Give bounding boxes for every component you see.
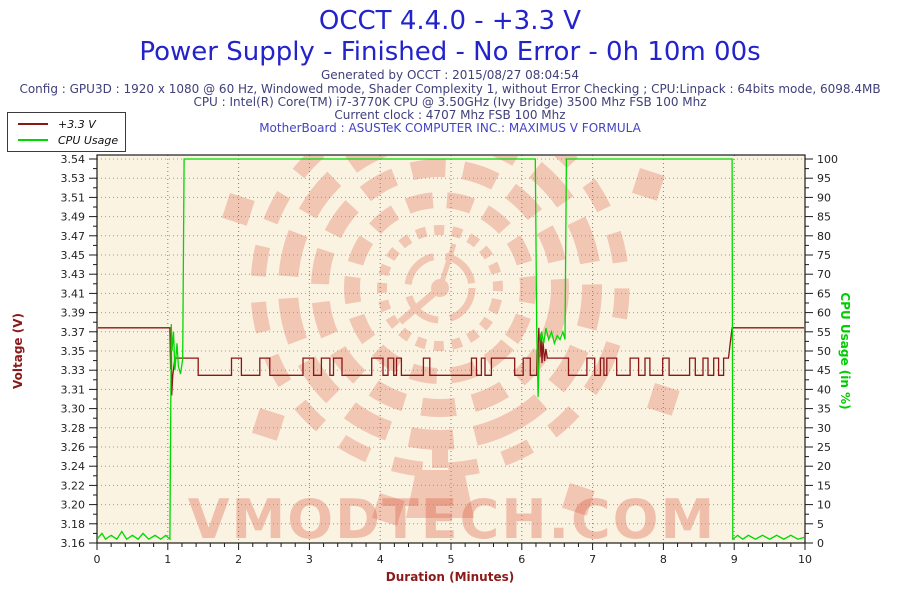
cpu-info-line: CPU : Intel(R) Core(TM) i7-3770K CPU @ 3… (193, 95, 707, 109)
tick-label: 3.22 (61, 479, 86, 492)
tick-label: 3.54 (61, 153, 86, 166)
tick-label: 8 (660, 553, 667, 566)
tick-label: 100 (817, 153, 838, 166)
tick-label: 95 (817, 172, 831, 185)
voltage-series-line (98, 327, 804, 396)
tick-label: 6 (518, 553, 525, 566)
tick-label: 4 (377, 553, 384, 566)
tick-label: 90 (817, 191, 831, 204)
tick-label: 45 (817, 364, 831, 377)
cpu-usage-line-swatch (18, 139, 48, 141)
tick-label: 3.47 (61, 230, 86, 243)
tick-label: 30 (817, 422, 831, 435)
tick-label: 7 (589, 553, 596, 566)
tick-label: 9 (731, 553, 738, 566)
gridlines (97, 155, 805, 543)
axis-ticks: 3.16 3.18 3.20 3.22 3.24 3.26 3.28 3.30 3.31 3.33… (61, 153, 839, 566)
tick-label: 3.45 (61, 249, 86, 262)
tick-label: 3.16 (61, 537, 86, 550)
tick-label: 1 (164, 553, 171, 566)
tick-label: 3.35 (61, 345, 86, 358)
tick-label: 5 (448, 553, 455, 566)
tick-label: 5 (817, 518, 824, 531)
tick-label: 3.37 (61, 326, 86, 339)
tick-label: 15 (817, 479, 831, 492)
tick-label: 3.31 (61, 383, 86, 396)
tick-label: 0 (817, 537, 824, 550)
tick-label: 60 (817, 307, 831, 320)
tick-label: 3.39 (61, 307, 86, 320)
tick-label: 3.24 (61, 460, 86, 473)
tick-label: 3.49 (61, 211, 86, 224)
y-right-axis-title: CPU Usage (in %) (838, 292, 852, 410)
report-subtitle: Power Supply - Finished - No Error - 0h … (139, 37, 761, 67)
cpu-usage-series-line (98, 158, 804, 541)
tick-label: 55 (817, 326, 831, 339)
tick-label: 80 (817, 230, 831, 243)
tick-label: 2 (235, 553, 242, 566)
tick-label: 10 (817, 499, 831, 512)
tick-label: 85 (817, 211, 831, 224)
tick-label: 65 (817, 287, 831, 300)
tick-label: 3.18 (61, 518, 86, 531)
motherboard-line: MotherBoard : ASUSTeK COMPUTER INC.: MAX… (259, 121, 641, 135)
legend-item-voltage: +3.3 V (8, 116, 125, 132)
generated-timestamp: Generated by OCCT : 2015/08/27 08:04:54 (320, 68, 580, 82)
tick-label: 3.53 (61, 172, 86, 185)
watermark-text: VMODTECH.COM (188, 488, 717, 551)
tick-label: 40 (817, 383, 831, 396)
tick-label: 50 (817, 345, 831, 358)
tick-label: 20 (817, 460, 831, 473)
test-config-line: Config : GPU3D : 1920 x 1080 @ 60 Hz, Wi… (19, 82, 881, 96)
tick-label: 25 (817, 441, 831, 454)
tick-label: 35 (817, 403, 831, 416)
tick-label: 3.43 (61, 268, 86, 281)
chart-legend: +3.3 V CPU Usage (7, 112, 126, 152)
legend-label-cpu-usage: CPU Usage (58, 133, 119, 147)
report-title: OCCT 4.4.0 - +3.3 V (318, 6, 582, 36)
legend-label-voltage: +3.3 V (58, 117, 96, 131)
tick-label: 3.28 (61, 422, 86, 435)
y-left-axis-title: Voltage (V) (11, 313, 25, 389)
tick-label: 3.30 (61, 403, 86, 416)
tick-label: 0 (94, 553, 101, 566)
tick-label: 70 (817, 268, 831, 281)
tick-label: 3.20 (61, 499, 86, 512)
tick-label: 3.51 (61, 191, 86, 204)
current-clock-line: Current clock : 4707 Mhz FSB 100 Mhz (334, 108, 566, 122)
tick-label: 3.33 (61, 364, 86, 377)
tick-label: 75 (817, 249, 831, 262)
x-axis-title: Duration (Minutes) (385, 570, 515, 584)
tick-label: 10 (798, 553, 812, 566)
tick-label: 3.26 (61, 441, 86, 454)
voltage-line-swatch (18, 123, 48, 125)
tick-label: 3 (306, 553, 313, 566)
legend-item-cpu-usage: CPU Usage (8, 132, 125, 148)
tick-label: 3.41 (61, 287, 86, 300)
